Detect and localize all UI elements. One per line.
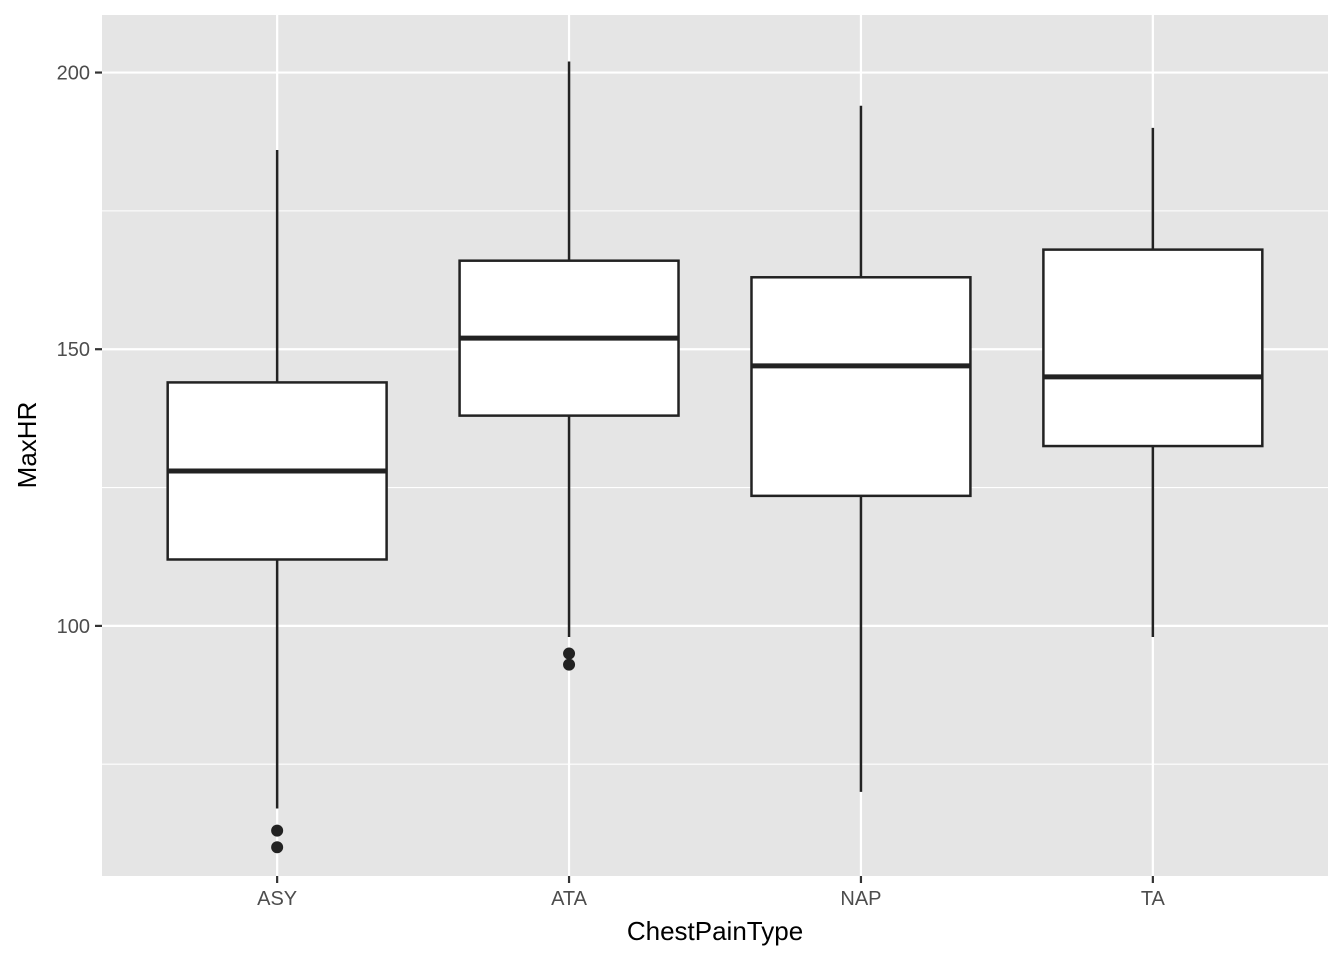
outlier-point <box>271 841 284 854</box>
box-iqr <box>1042 248 1264 448</box>
y-tick-label: 150 <box>57 339 90 361</box>
boxes <box>166 61 1264 854</box>
x-tick-label: ATA <box>551 888 588 910</box>
box-ta <box>1042 127 1264 637</box>
x-tick-label: ASY <box>257 888 297 910</box>
y-tick-label: 100 <box>57 616 90 638</box>
x-tick-label: NAP <box>840 888 881 910</box>
x-axis-title: ChestPainType <box>627 916 803 946</box>
box-iqr <box>750 276 972 498</box>
outlier-point <box>563 647 576 660</box>
x-tick-label: TA <box>1141 888 1166 910</box>
y-axis: 100 150 200 <box>57 63 102 638</box>
x-axis: ASY ATA NAP TA <box>257 876 1166 910</box>
box-asy <box>166 150 388 854</box>
y-axis-title: MaxHR <box>12 402 42 489</box>
y-tick-label: 200 <box>57 63 90 85</box>
outlier-point <box>271 824 284 837</box>
box-nap <box>750 105 972 792</box>
box-ata <box>458 61 680 671</box>
outlier-point <box>563 658 576 671</box>
